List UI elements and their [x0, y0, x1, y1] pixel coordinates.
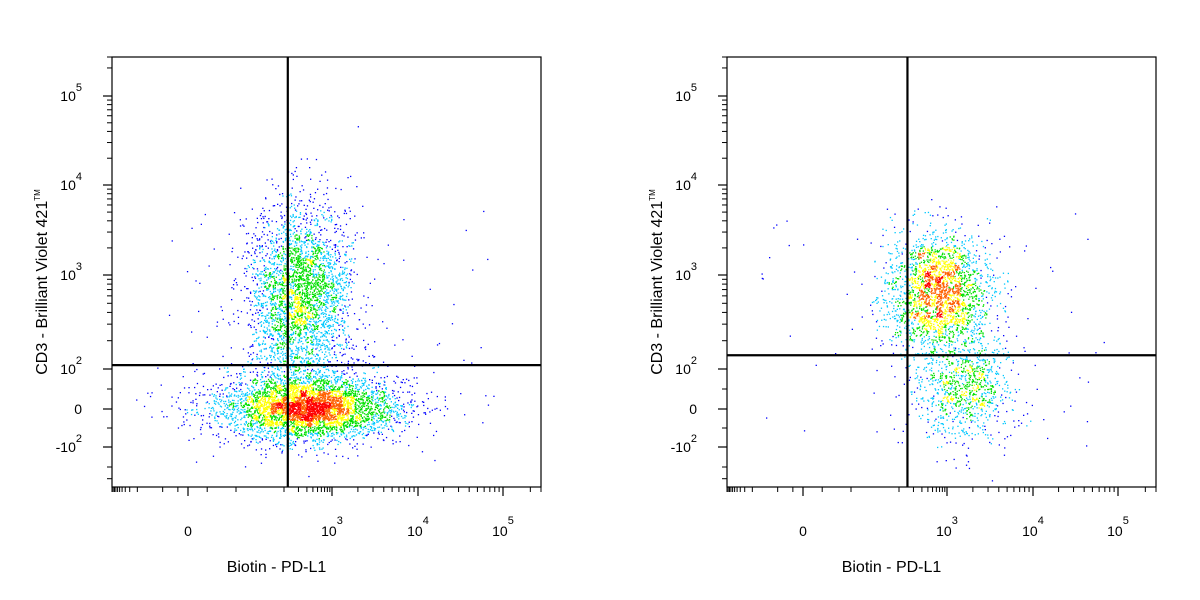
x-tick-label: 105: [1107, 515, 1129, 539]
y-tick-label: 104: [675, 171, 697, 193]
y-tick-label: 102: [675, 355, 697, 377]
scatter-panel-2: 0 103 104 105 -102 0 102 103 104 105 Biotin - PD-L…: [648, 56, 1157, 576]
data-points: [761, 199, 1105, 482]
x-axis-label: Biotin - PD-L1: [227, 559, 327, 576]
scatter-panel-1: 0 103 104 105 -102 0 102 103 104 105 Biotin - PD-L…: [33, 56, 542, 576]
x-tick-label: 0: [799, 523, 807, 539]
y-tick-label: 0: [74, 401, 82, 417]
y-axis-label: CD3 - Brilliant Violet 421TM: [648, 189, 666, 375]
y-axis: -102 0 102 103 104 105: [671, 56, 727, 480]
y-tick-label: 0: [689, 401, 697, 417]
y-axis: -102 0 102 103 104 105: [56, 56, 112, 480]
y-tick-label: 103: [60, 261, 82, 283]
x-tick-label: 105: [492, 515, 514, 539]
y-tick-label: 105: [60, 82, 82, 104]
y-tick-label: 103: [675, 261, 697, 283]
plot-frame: [111, 56, 542, 488]
x-axis-label: Biotin - PD-L1: [842, 559, 942, 576]
x-tick-label: 104: [1022, 515, 1044, 539]
y-tick-label: -102: [56, 433, 82, 455]
x-tick-label: 104: [407, 515, 429, 539]
x-axis: 0 103 104 105: [111, 487, 542, 539]
y-tick-label: 104: [60, 171, 82, 193]
x-axis: 0 103 104 105: [726, 487, 1157, 539]
y-axis-label: CD3 - Brilliant Violet 421TM: [33, 189, 51, 375]
data-points: [136, 126, 495, 478]
y-tick-label: -102: [671, 433, 697, 455]
x-tick-label: 103: [321, 515, 343, 539]
x-tick-label: 0: [184, 523, 192, 539]
y-tick-label: 105: [675, 82, 697, 104]
y-tick-label: 102: [60, 355, 82, 377]
x-tick-label: 103: [936, 515, 958, 539]
